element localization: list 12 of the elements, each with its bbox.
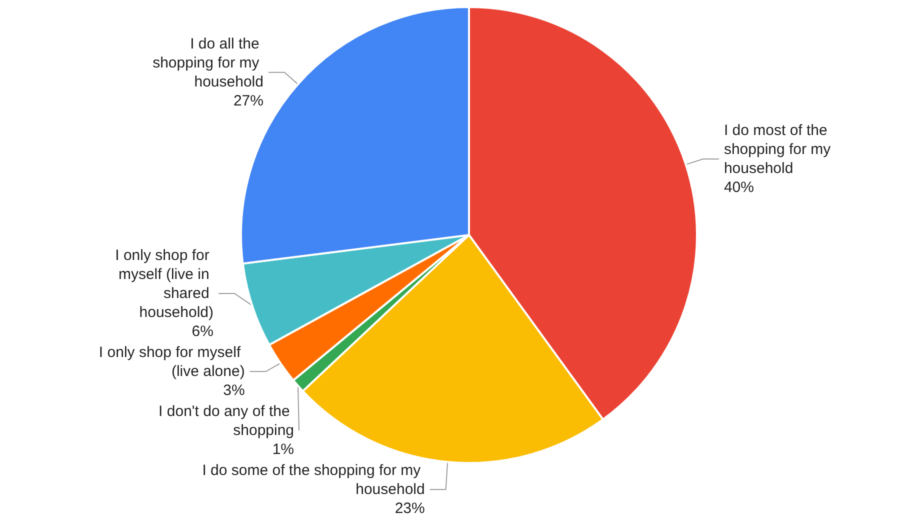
data-label: 1% bbox=[272, 441, 294, 458]
data-label: 40% bbox=[724, 178, 754, 196]
slice-label: I only shop for myself (live alone) bbox=[98, 344, 245, 380]
data-label: 6% bbox=[192, 323, 214, 340]
slice-label: I do all the shopping for my household bbox=[152, 35, 264, 90]
slice-label: I don't do any of the shopping bbox=[158, 403, 294, 439]
data-label: 23% bbox=[394, 500, 425, 517]
slice-label: I only shop for myself (live in shared household) bbox=[115, 247, 214, 321]
data-label: 3% bbox=[223, 382, 245, 399]
slice-label: I do some of the shopping for my household bbox=[202, 462, 425, 498]
data-label: 27% bbox=[233, 92, 264, 110]
slice-label: I do most of the shopping for my household bbox=[724, 122, 835, 177]
